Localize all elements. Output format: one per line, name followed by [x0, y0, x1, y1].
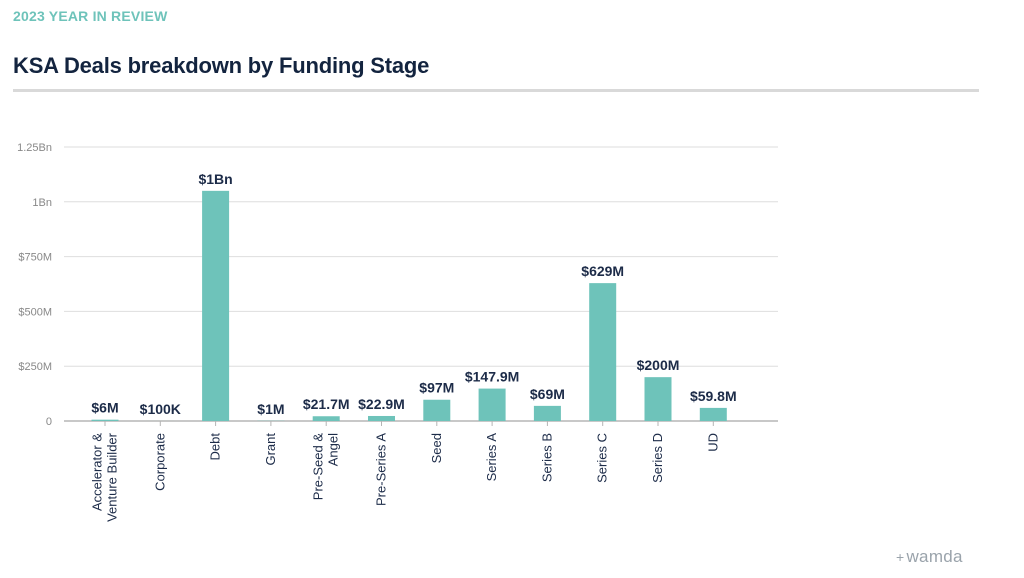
data-label: $200M: [637, 357, 680, 373]
category-label-line: Venture Builder: [105, 432, 120, 522]
data-label: $100K: [140, 401, 181, 417]
data-label: $22.9M: [358, 396, 405, 412]
category-label-line: Pre-Series A: [374, 433, 389, 506]
y-tick-label: 1Bn: [32, 197, 52, 209]
category-label: Corporate: [152, 433, 167, 491]
category-label-line: Series B: [539, 433, 554, 482]
y-tick-label: 1.25Bn: [17, 142, 52, 154]
bar: [589, 283, 617, 421]
y-tick-label: $750M: [18, 252, 52, 264]
y-tick-label: 0: [46, 416, 52, 428]
category-label-line: Series A: [484, 433, 499, 482]
bar: [202, 190, 230, 421]
data-label: $69M: [530, 386, 565, 402]
data-label: $1M: [257, 401, 284, 417]
data-label: $147.9M: [465, 369, 519, 385]
bar: [312, 416, 340, 421]
wamda-logo: + wamda: [896, 547, 963, 567]
y-tick-label: $500M: [18, 306, 52, 318]
category-label-line: Pre-Seed &: [311, 433, 326, 501]
category-label-line: Series C: [595, 433, 610, 483]
category-label: Series D: [650, 433, 665, 483]
category-label: Debt: [208, 433, 223, 461]
title-divider: [13, 89, 979, 92]
category-label: Series B: [539, 433, 554, 482]
category-label: Seed: [429, 433, 444, 463]
category-label-line: Series D: [650, 433, 665, 483]
category-label: Series C: [595, 433, 610, 483]
data-label: $6M: [91, 400, 118, 416]
bar: [423, 399, 451, 421]
bar: [644, 377, 672, 421]
category-label-line: Grant: [263, 433, 278, 466]
data-label: $59.8M: [690, 388, 737, 404]
brand-name: wamda: [906, 547, 963, 566]
category-label: Grant: [263, 433, 278, 466]
bar: [699, 407, 727, 421]
bar: [368, 415, 395, 421]
category-label: Accelerator &Venture Builder: [90, 432, 120, 522]
data-label: $1Bn: [198, 171, 232, 187]
category-label-line: Seed: [429, 433, 444, 463]
data-label: $21.7M: [303, 396, 350, 412]
y-tick-label: $250M: [18, 361, 52, 373]
category-label-line: UD: [705, 433, 720, 452]
eyebrow-title: 2023 YEAR IN REVIEW: [13, 8, 168, 24]
category-label: Pre-Series A: [374, 433, 389, 506]
bar: [533, 405, 561, 421]
chart-title: KSA Deals breakdown by Funding Stage: [13, 53, 430, 78]
category-label-line: Accelerator &: [90, 433, 105, 511]
data-label: $629M: [581, 263, 624, 279]
category-label-line: Corporate: [152, 433, 167, 491]
bar: [478, 388, 506, 421]
category-label: Pre-Seed &Angel: [311, 433, 341, 501]
category-label-line: Angel: [326, 433, 341, 466]
bar: [91, 419, 119, 421]
category-label: UD: [705, 433, 720, 452]
category-label: Series A: [484, 433, 499, 482]
data-label: $97M: [419, 380, 454, 396]
brand-plus: +: [896, 549, 905, 565]
category-label-line: Debt: [208, 433, 223, 461]
